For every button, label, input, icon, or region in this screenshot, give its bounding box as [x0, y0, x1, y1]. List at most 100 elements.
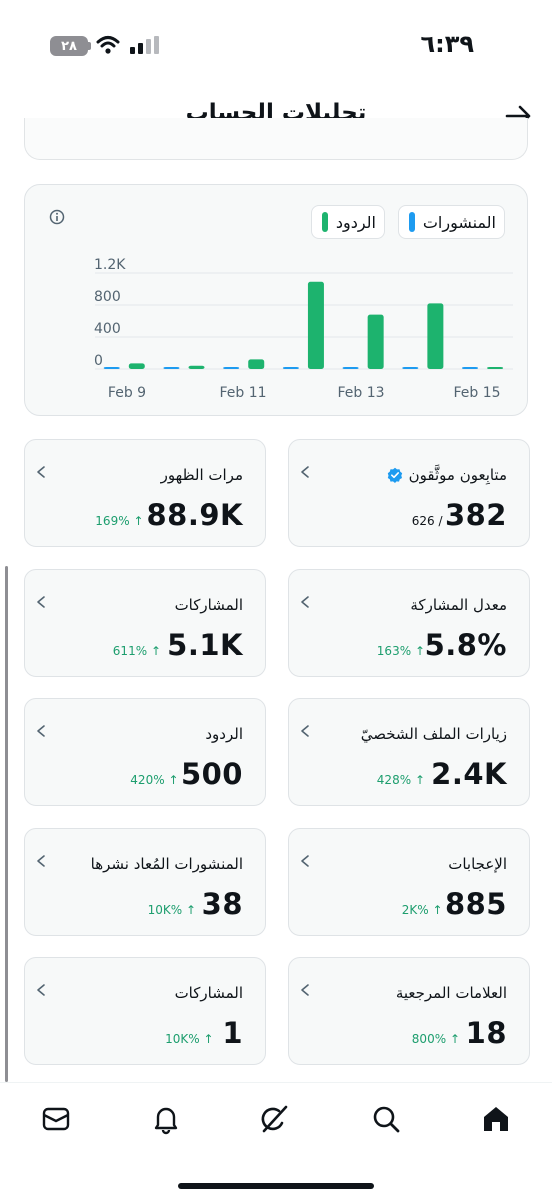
metric-label-text: المنشورات المُعاد نشرها	[90, 855, 243, 873]
metric-label-text: المشاركات	[174, 984, 243, 1002]
metric-label: الإعجابات	[448, 855, 507, 873]
metric-change: 428% ↑	[377, 773, 425, 787]
chevron-left-icon	[301, 466, 309, 478]
metric-value: 382	[444, 498, 507, 532]
legend-label: المنشورات	[422, 212, 496, 232]
trend-up-icon: ↑	[185, 903, 196, 917]
metric-value: 885	[444, 887, 507, 921]
metric-label-text: مرات الظهور	[160, 466, 243, 484]
metric-value: 38	[201, 887, 243, 921]
home-icon[interactable]	[480, 1103, 512, 1135]
metric-change-value: 611%	[112, 644, 148, 658]
metric-value: 5.1K	[167, 628, 243, 662]
chevron-left-icon	[37, 466, 45, 478]
chevron-left-icon	[37, 725, 45, 737]
signal-icon	[130, 36, 159, 54]
trend-up-icon: ↑	[414, 773, 425, 787]
metric-label-text: العلامات المرجعية	[395, 984, 507, 1002]
metric-label: معدل المشاركة	[410, 596, 507, 614]
clock: ٦:٣٩	[420, 30, 474, 58]
y-tick-label: 0	[94, 353, 103, 369]
bar-chart: 1.2K 800 400 0 Feb 9 Feb 11 Feb 13 Feb 15	[94, 257, 513, 401]
replies-bar[interactable]	[307, 281, 324, 369]
chevron-left-icon	[301, 984, 309, 996]
legend-swatch	[408, 212, 415, 232]
bottom-nav	[0, 1082, 552, 1200]
verified-badge-icon	[387, 467, 402, 483]
replies-bar[interactable]	[188, 365, 205, 369]
posts-bar[interactable]	[282, 367, 299, 369]
metric-change-value: 2K%	[401, 903, 429, 917]
metric-card[interactable]: معدل المشاركة 5.8% 163% ↑	[288, 569, 530, 677]
metric-card[interactable]: الإعجابات 885 2K% ↑	[288, 828, 530, 936]
scrollbar[interactable]	[5, 566, 8, 1082]
messages-icon[interactable]	[40, 1103, 72, 1135]
metric-change: 169% ↑	[95, 514, 143, 528]
trend-up-icon: ↑	[449, 1032, 460, 1046]
wifi-icon	[96, 36, 120, 54]
metric-change: 800% ↑	[412, 1032, 460, 1046]
previous-card	[24, 118, 528, 160]
posts-bar[interactable]	[223, 367, 240, 369]
metric-label: الردود	[205, 725, 243, 743]
replies-bar[interactable]	[487, 367, 504, 369]
chevron-left-icon	[301, 596, 309, 608]
metric-label: المشاركات	[175, 984, 243, 1002]
metric-change-value: 169%	[95, 514, 130, 528]
metric-card[interactable]: المشاركات 1 10K% ↑	[24, 957, 266, 1065]
metric-label: زيارات الملف الشخصيّ	[361, 725, 507, 743]
metric-card[interactable]: المنشورات المُعاد نشرها 38 10K% ↑	[24, 828, 266, 936]
metric-card[interactable]: مرات الظهور 88.9K 169% ↑	[24, 439, 266, 547]
notifications-icon[interactable]	[150, 1103, 182, 1135]
trend-up-icon: ↑	[414, 644, 425, 658]
posts-bar[interactable]	[402, 367, 419, 369]
posts-bar[interactable]	[342, 367, 359, 369]
metric-value: 500	[180, 757, 243, 791]
posts-bar[interactable]	[163, 367, 180, 369]
metric-card[interactable]: زيارات الملف الشخصيّ 2.4K 428% ↑	[288, 698, 530, 806]
legend-replies[interactable]: الردود	[310, 205, 385, 239]
replies-bar[interactable]	[367, 314, 384, 369]
metric-label-text: المشاركات	[174, 596, 243, 614]
grok-icon[interactable]	[258, 1103, 290, 1135]
metric-card[interactable]: المشاركات 5.1K 611% ↑	[24, 569, 266, 677]
metric-card[interactable]: متابِعون موثَّقون 382 626 /	[288, 439, 530, 547]
posts-bar[interactable]	[103, 367, 120, 369]
metric-card[interactable]: العلامات المرجعية 18 800% ↑	[288, 957, 530, 1065]
metric-card[interactable]: الردود 500 420% ↑	[24, 698, 266, 806]
metric-label: متابِعون موثَّقون	[387, 466, 507, 484]
trend-up-icon: ↑	[150, 644, 161, 658]
metric-value: 2.4K	[431, 757, 507, 791]
metric-change-value: 10K%	[147, 903, 183, 917]
metric-change: 611% ↑	[113, 644, 161, 658]
battery-icon: ٢٨	[50, 36, 88, 56]
metric-change: 2K% ↑	[402, 903, 443, 917]
metric-change-value: 10K%	[165, 1032, 200, 1046]
metric-label: المنشورات المُعاد نشرها	[91, 855, 243, 873]
metric-change-value: 420%	[130, 773, 165, 787]
x-tick-label: Feb 9	[108, 385, 146, 401]
metric-label-text: متابِعون موثَّقون	[408, 466, 507, 484]
y-tick-label: 400	[94, 321, 121, 337]
replies-bar[interactable]	[427, 303, 444, 369]
x-tick-label: Feb 15	[453, 385, 500, 401]
trend-up-icon: ↑	[203, 1032, 214, 1046]
x-tick-label: Feb 13	[337, 385, 384, 401]
trend-up-icon: ↑	[168, 773, 179, 787]
trend-up-icon: ↑	[133, 514, 144, 528]
metric-label: العلامات المرجعية	[396, 984, 507, 1002]
metric-value: 88.9K	[146, 498, 243, 532]
metric-change-value: 800%	[411, 1032, 447, 1046]
legend-posts[interactable]: المنشورات	[397, 205, 505, 239]
x-tick-label: Feb 11	[219, 385, 266, 401]
home-indicator	[178, 1183, 374, 1189]
search-icon[interactable]	[370, 1103, 402, 1135]
metric-label-text: معدل المشاركة	[410, 596, 507, 614]
status-bar: ٢٨ ٦:٣٩	[0, 0, 552, 80]
posts-bar[interactable]	[462, 367, 479, 369]
info-icon[interactable]	[49, 209, 65, 225]
chart-card: المنشورات الردود 1.2K 800 400 0 Feb 9 Feb 11 F…	[24, 184, 528, 416]
metric-value: 18	[465, 1016, 507, 1050]
replies-bar[interactable]	[248, 359, 265, 369]
replies-bar[interactable]	[128, 363, 145, 369]
